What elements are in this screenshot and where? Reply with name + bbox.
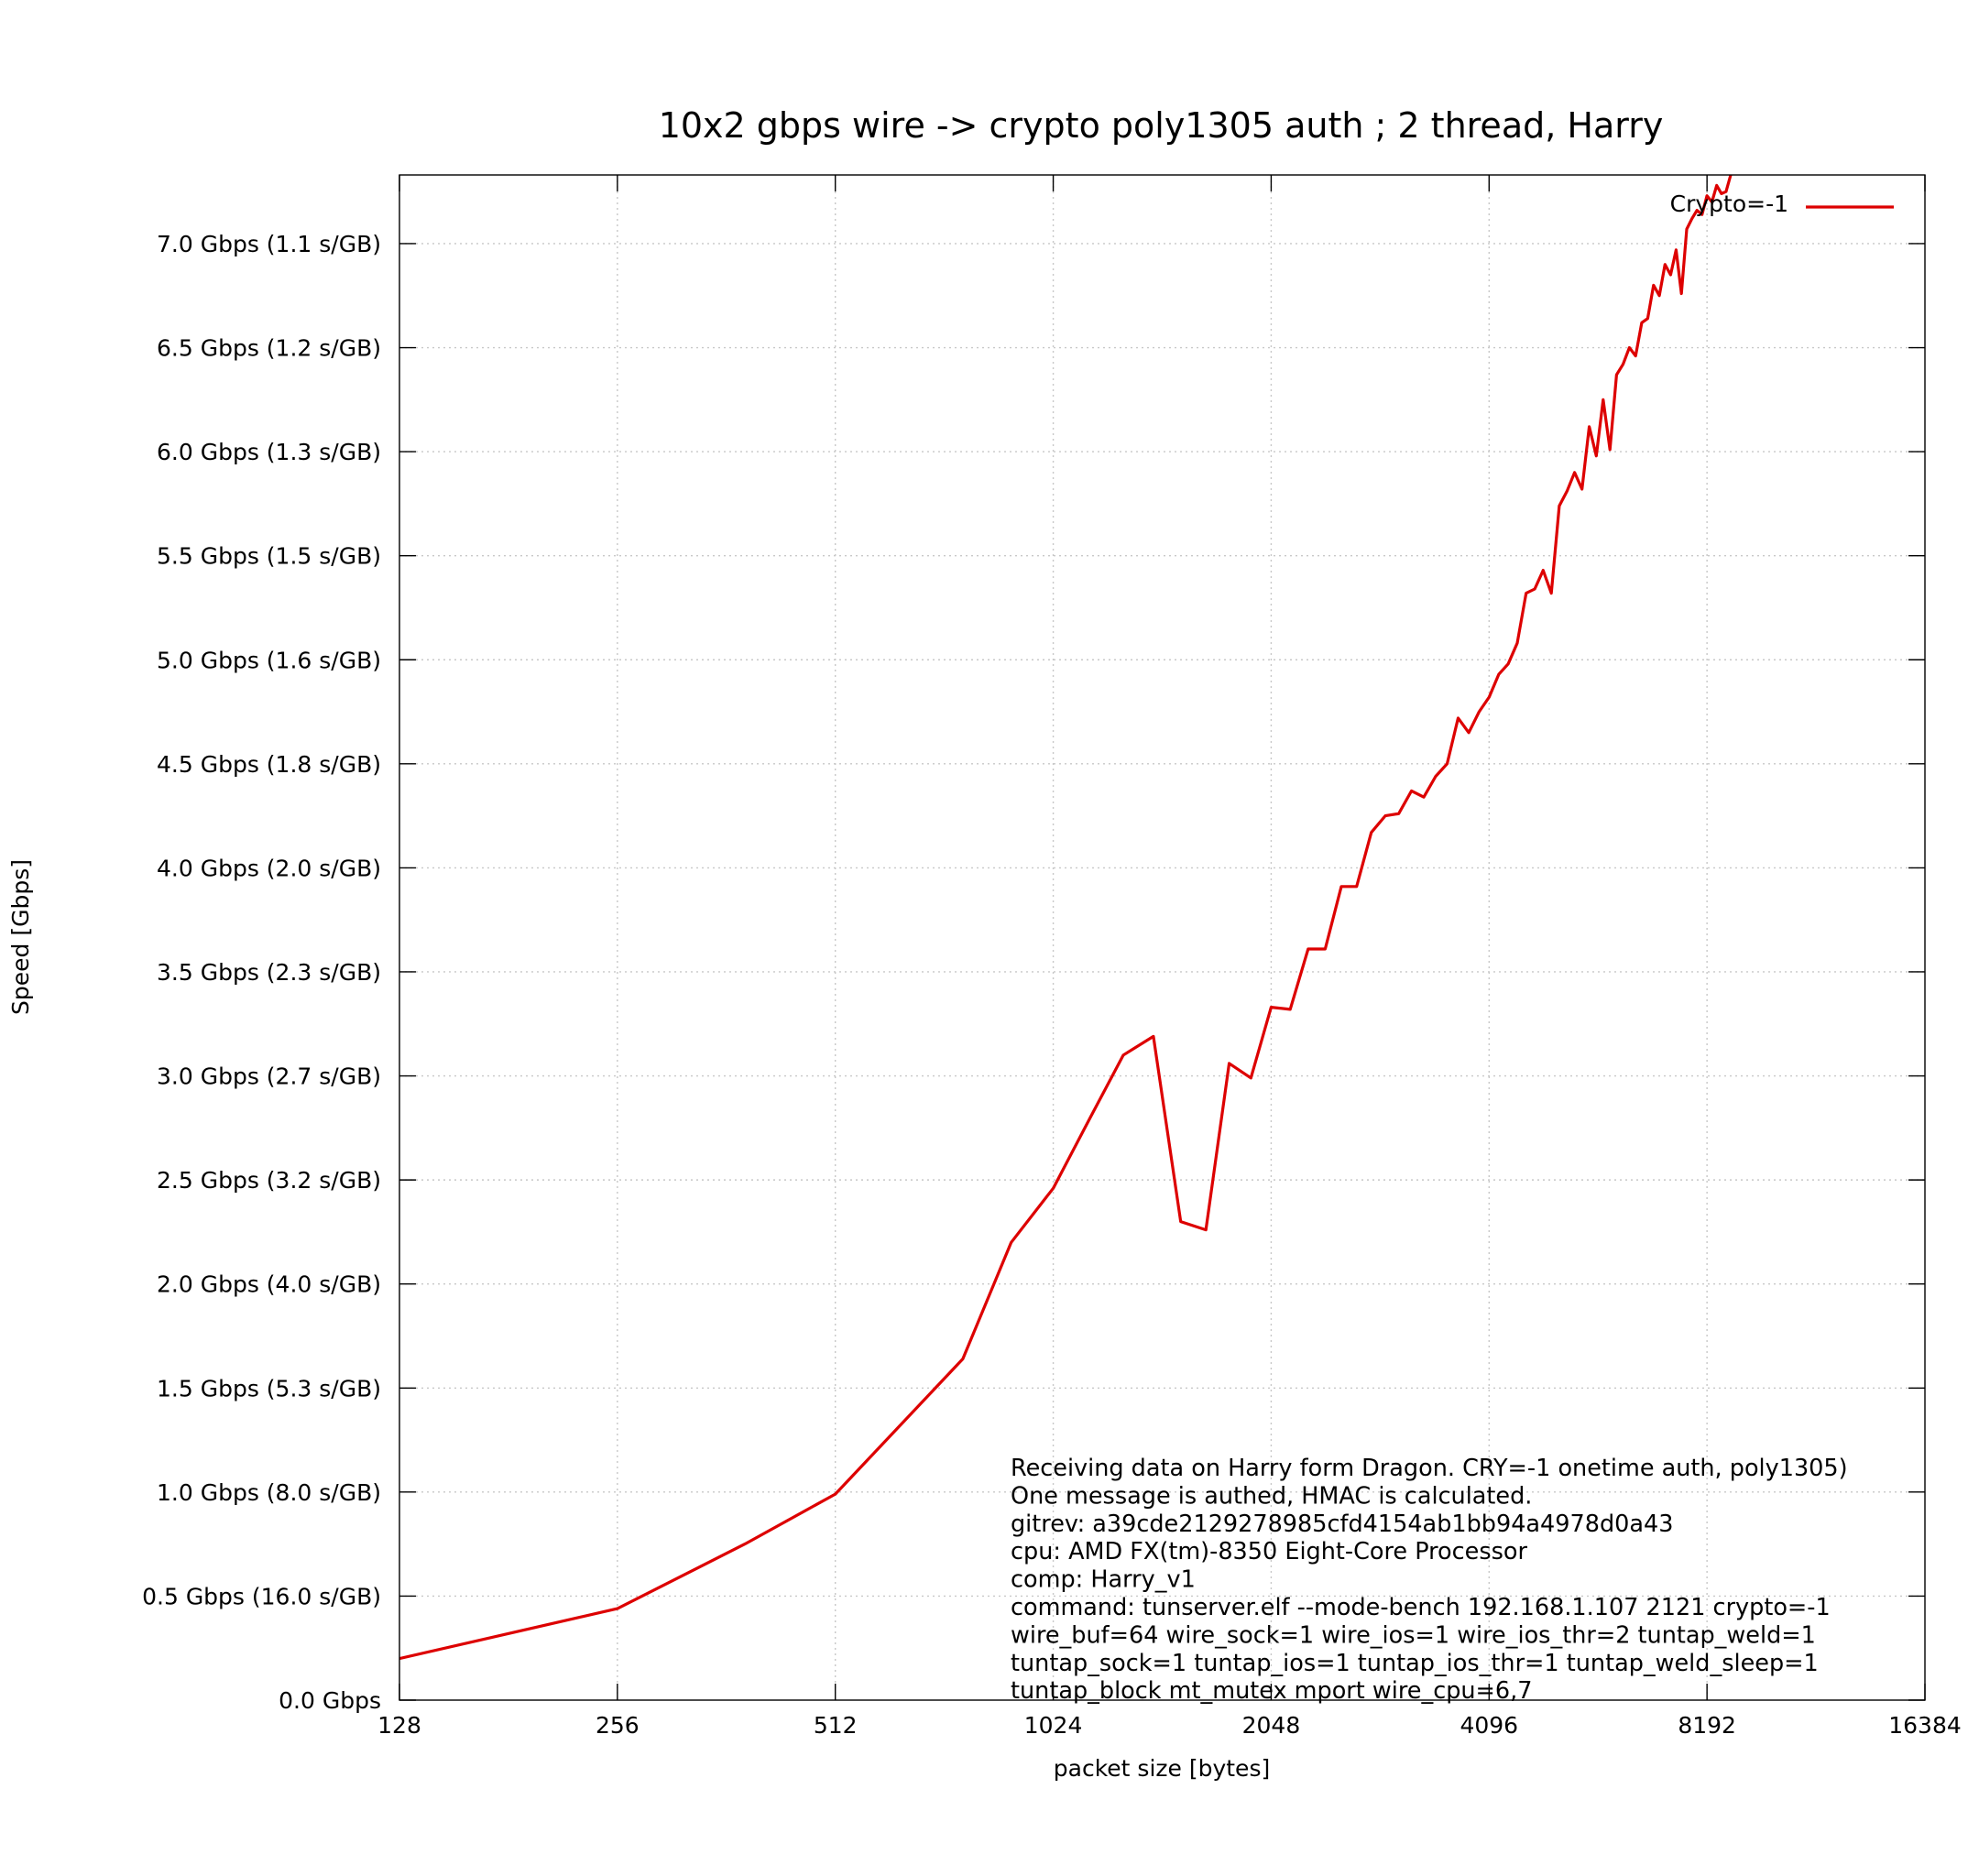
x-tick-label: 8192 bbox=[1678, 1712, 1736, 1739]
legend: Crypto=-1 bbox=[1670, 191, 1894, 217]
x-tick-label: 16384 bbox=[1888, 1712, 1962, 1739]
x-tick-label: 512 bbox=[814, 1712, 858, 1739]
annotation-line: Receiving data on Harry form Dragon. CRY… bbox=[1011, 1455, 1848, 1482]
plot-frame bbox=[399, 174, 1926, 1701]
y-axis-tick-labels: 0.0 Gbps 0.5 Gbps (16.0 s/GB) 1.0 Gbps (8.… bbox=[142, 231, 381, 1714]
y-tick-label: 6.5 Gbps (1.2 s/GB) bbox=[157, 335, 381, 362]
x-tick-label: 256 bbox=[596, 1712, 640, 1739]
grid-lines bbox=[399, 175, 1925, 1700]
y-axis-label: Speed [Gbps] bbox=[7, 859, 34, 1015]
x-tick-label: 128 bbox=[377, 1712, 421, 1739]
y-tick-label: 6.0 Gbps (1.3 s/GB) bbox=[157, 439, 381, 465]
annotation-line: cpu: AMD FX(tm)-8350 Eight-Core Processo… bbox=[1011, 1538, 1528, 1565]
annotation-line: comp: Harry_v1 bbox=[1011, 1566, 1196, 1594]
y-tick-label: 1.0 Gbps (8.0 s/GB) bbox=[157, 1479, 381, 1506]
y-tick-label: 5.0 Gbps (1.6 s/GB) bbox=[157, 647, 381, 673]
x-axis-tick-labels: 128 256 512 1024 2048 4096 8192 16384 bbox=[377, 1712, 1962, 1739]
y-tick-label: 4.0 Gbps (2.0 s/GB) bbox=[157, 855, 381, 881]
y-tick-label: 5.5 Gbps (1.5 s/GB) bbox=[157, 543, 381, 570]
y-tick-label: 3.0 Gbps (2.7 s/GB) bbox=[157, 1063, 381, 1090]
y-tick-label: 3.5 Gbps (2.3 s/GB) bbox=[157, 959, 381, 986]
annotation-line: command: tunserver.elf --mode-bench 192.… bbox=[1011, 1594, 1831, 1621]
annotation-text: Receiving data on Harry form Dragon. CRY… bbox=[1011, 1455, 1848, 1705]
annotation-line: tuntap_sock=1 tuntap_ios=1 tuntap_ios_th… bbox=[1011, 1650, 1819, 1677]
y-tick-label: 4.5 Gbps (1.8 s/GB) bbox=[157, 751, 381, 778]
x-tick-label: 1024 bbox=[1024, 1712, 1083, 1739]
x-axis-label: packet size [bytes] bbox=[1054, 1755, 1270, 1782]
chart-title: 10x2 gbps wire -> crypto poly1305 auth ;… bbox=[659, 105, 1664, 146]
annotation-line: wire_buf=64 wire_sock=1 wire_ios=1 wire_… bbox=[1011, 1621, 1816, 1649]
annotation-line: tuntap_block mt_mutex mport wire_cpu=6,7 bbox=[1011, 1677, 1532, 1705]
y-tick-label: 7.0 Gbps (1.1 s/GB) bbox=[157, 231, 381, 257]
x-tick-label: 4096 bbox=[1460, 1712, 1518, 1739]
y-tick-label: 0.5 Gbps (16.0 s/GB) bbox=[142, 1583, 381, 1609]
series-line bbox=[399, 175, 1733, 1661]
series-layer bbox=[399, 175, 1733, 1661]
legend-label: Crypto=-1 bbox=[1670, 191, 1788, 217]
annotation-line: One message is authed, HMAC is calculate… bbox=[1011, 1482, 1532, 1510]
y-tick-label: 2.5 Gbps (3.2 s/GB) bbox=[157, 1167, 381, 1194]
y-tick-label: 1.5 Gbps (5.3 s/GB) bbox=[157, 1375, 381, 1402]
annotation-line: gitrev: a39cde2129278985cfd4154ab1bb94a4… bbox=[1011, 1511, 1673, 1538]
y-tick-label: 2.0 Gbps (4.0 s/GB) bbox=[157, 1271, 381, 1298]
y-tick-label: 0.0 Gbps bbox=[279, 1687, 381, 1714]
x-tick-label: 2048 bbox=[1242, 1712, 1301, 1739]
